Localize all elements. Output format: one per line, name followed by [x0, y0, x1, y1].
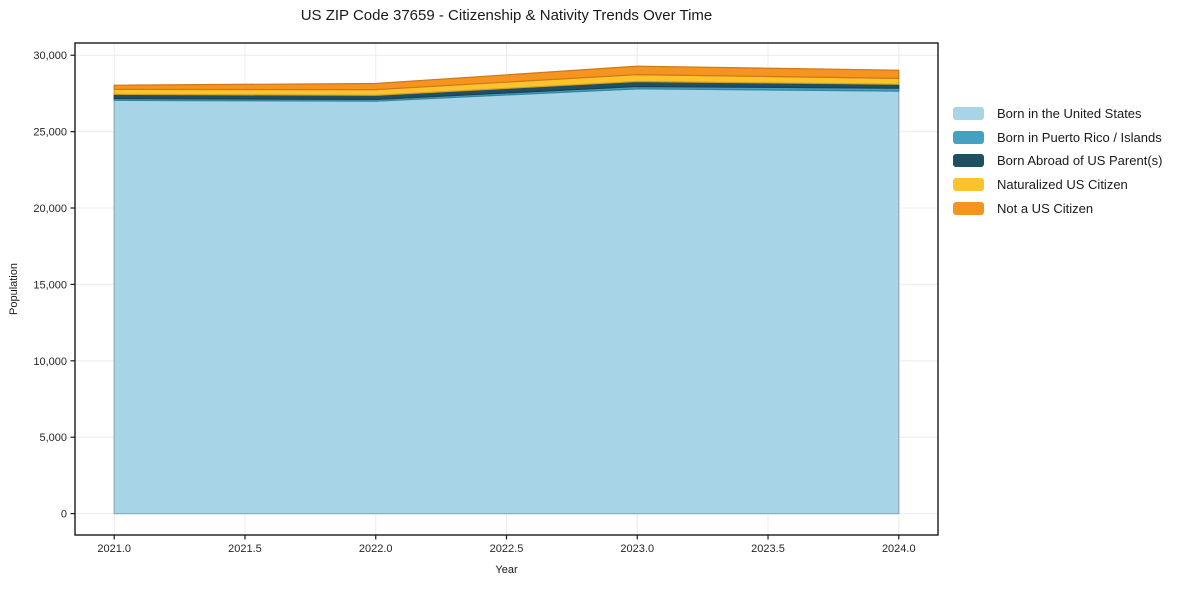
legend-label: Born in Puerto Rico / Islands [997, 129, 1162, 145]
y-tick-label: 25,000 [33, 127, 67, 139]
y-tick-label: 20,000 [33, 203, 67, 215]
area-series-4 [113, 65, 900, 91]
legend-item-1: Born in Puerto Rico / Islands [953, 126, 1162, 150]
legend-item-3: Naturalized US Citizen [953, 173, 1162, 197]
x-tick-label: 2021.5 [228, 543, 262, 555]
legend-label: Born in the United States [997, 106, 1142, 122]
legend-swatch [953, 107, 984, 121]
legend-label: Not a US Citizen [997, 200, 1094, 216]
legend-item-2: Born Abroad of US Parent(s) [953, 149, 1162, 173]
legend-swatch [953, 130, 984, 144]
legend-item-0: Born in the United States [953, 102, 1162, 126]
y-tick-label: 5,000 [39, 432, 67, 444]
area-series-0 [113, 88, 900, 515]
x-tick-label: 2022.5 [490, 543, 524, 555]
x-tick-label: 2021.0 [97, 543, 131, 555]
y-axis-label: Population [8, 263, 20, 315]
legend-item-4: Not a US Citizen [953, 196, 1162, 220]
legend-swatch [953, 154, 984, 168]
y-tick-label: 30,000 [33, 50, 67, 62]
legend-label: Born Abroad of US Parent(s) [997, 153, 1163, 169]
legend-swatch [953, 178, 984, 192]
x-tick-label: 2022.0 [359, 543, 393, 555]
x-tick-label: 2023.5 [751, 543, 785, 555]
x-tick-label: 2023.0 [620, 543, 654, 555]
legend-swatch [953, 201, 984, 215]
y-tick-label: 0 [61, 509, 67, 521]
legend-label: Naturalized US Citizen [997, 177, 1128, 193]
legend: Born in the United States Born in Puerto … [953, 102, 1162, 220]
y-tick-label: 15,000 [33, 279, 67, 291]
x-tick-label: 2024.0 [882, 543, 916, 555]
y-tick-label: 10,000 [33, 356, 67, 368]
x-axis-label: Year [495, 564, 518, 576]
chart-title: US ZIP Code 37659 - Citizenship & Nativi… [300, 7, 713, 24]
